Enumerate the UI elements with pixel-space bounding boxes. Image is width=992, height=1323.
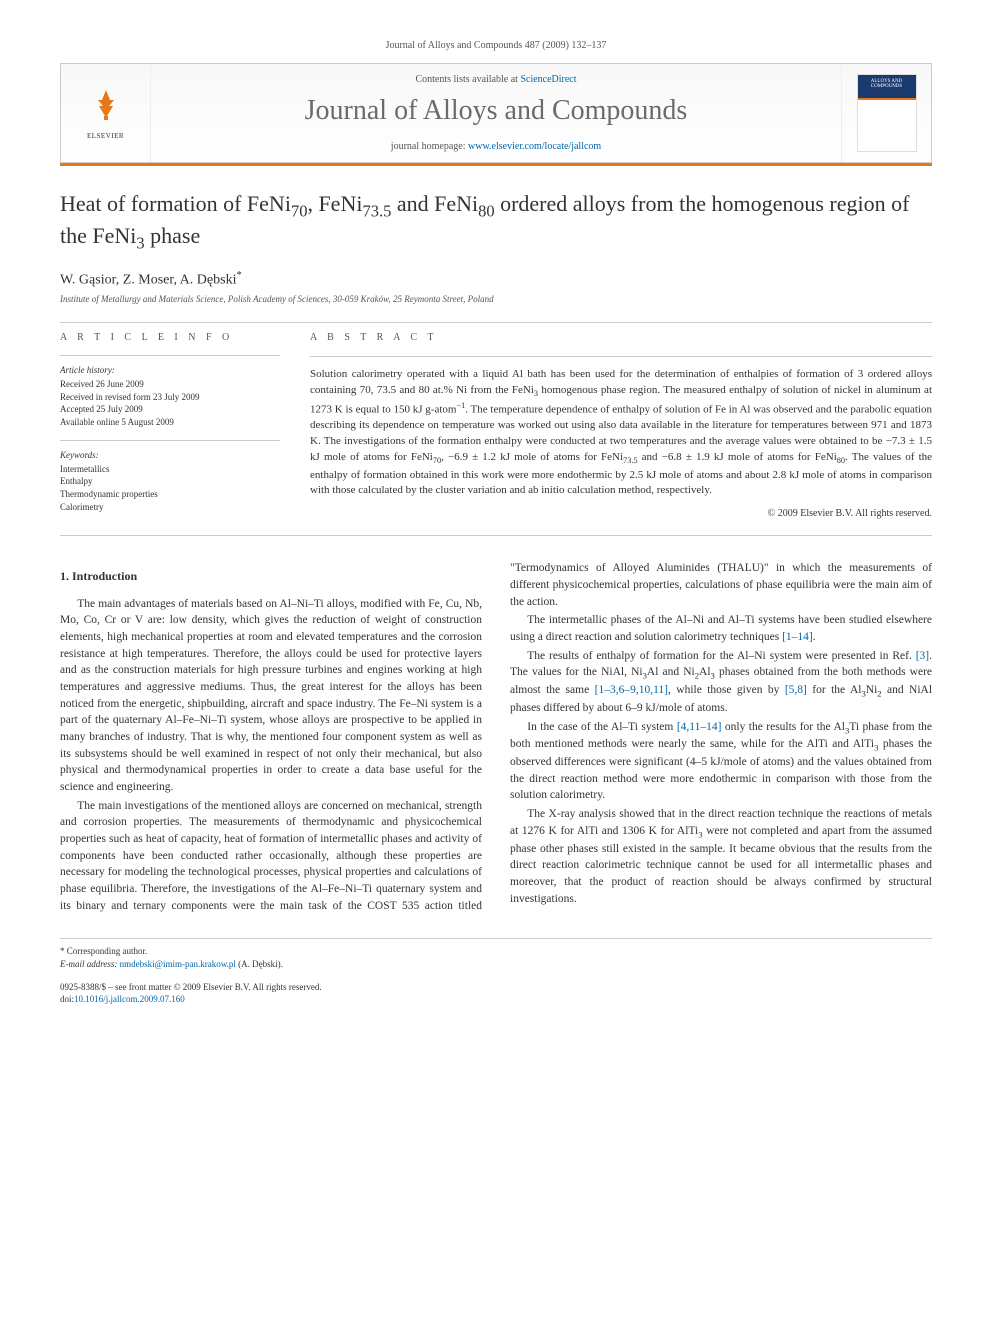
- journal-header: ELSEVIER Contents lists available at Sci…: [60, 63, 932, 163]
- keyword: Enthalpy: [60, 475, 280, 488]
- body-paragraph: The main advantages of materials based o…: [60, 596, 482, 796]
- body-paragraph: The intermetallic phases of the Al–Ni an…: [510, 612, 932, 645]
- email-label: E-mail address:: [60, 959, 120, 969]
- divider: [60, 355, 280, 356]
- article-title: Heat of formation of FeNi70, FeNi73.5 an…: [60, 190, 932, 254]
- history-line: Available online 5 August 2009: [60, 416, 280, 429]
- email-line: E-mail address: nmdebski@imim-pan.krakow…: [60, 958, 932, 971]
- issn-line: 0925-8388/$ – see front matter © 2009 El…: [60, 981, 932, 994]
- journal-cover-thumbnail: ALLOYS AND COMPOUNDS: [857, 74, 917, 152]
- keywords-block: Keywords: Intermetallics Enthalpy Thermo…: [60, 449, 280, 513]
- cover-thumb-box: ALLOYS AND COMPOUNDS: [841, 64, 931, 162]
- article-history-block: Article history: Received 26 June 2009 R…: [60, 364, 280, 428]
- doi-line: doi:10.1016/j.jallcom.2009.07.160: [60, 993, 932, 1006]
- history-line: Accepted 25 July 2009: [60, 403, 280, 416]
- keyword: Thermodynamic properties: [60, 488, 280, 501]
- keyword: Calorimetry: [60, 501, 280, 514]
- doi-label: doi:: [60, 994, 74, 1004]
- abstract-copyright: © 2009 Elsevier B.V. All rights reserved…: [310, 507, 932, 522]
- tree-icon: [88, 86, 124, 130]
- contents-available-line: Contents lists available at ScienceDirec…: [151, 74, 841, 85]
- abstract-heading: a b s t r a c t: [310, 331, 932, 346]
- body-text: 1. Introduction The main advantages of m…: [60, 560, 932, 914]
- journal-title: Journal of Alloys and Compounds: [151, 95, 841, 127]
- publisher-logo-box: ELSEVIER: [61, 64, 151, 162]
- divider: [60, 440, 280, 441]
- journal-homepage-link[interactable]: www.elsevier.com/locate/jallcom: [468, 141, 601, 152]
- page-footer: * Corresponding author. E-mail address: …: [60, 938, 932, 1005]
- abstract-text: Solution calorimetry operated with a liq…: [310, 367, 932, 500]
- history-line: Received 26 June 2009: [60, 378, 280, 391]
- author-list: W. Gąsior, Z. Moser, A. Dębski*: [60, 270, 932, 289]
- accent-bar: [60, 163, 932, 166]
- affiliation: Institute of Metallurgy and Materials Sc…: [60, 294, 932, 304]
- corresponding-email-link[interactable]: nmdebski@imim-pan.krakow.pl: [120, 959, 236, 969]
- journal-homepage-line: journal homepage: www.elsevier.com/locat…: [151, 141, 841, 152]
- body-paragraph: The X-ray analysis showed that in the di…: [510, 806, 932, 907]
- divider: [310, 356, 932, 357]
- running-citation: Journal of Alloys and Compounds 487 (200…: [60, 40, 932, 51]
- publisher-name: ELSEVIER: [87, 132, 124, 140]
- email-suffix: (A. Dębski).: [236, 959, 283, 969]
- corresponding-author-note: * Corresponding author.: [60, 945, 932, 958]
- abstract-column: a b s t r a c t Solution calorimetry ope…: [310, 331, 932, 525]
- history-label: Article history:: [60, 364, 280, 377]
- keywords-label: Keywords:: [60, 449, 280, 462]
- contents-prefix: Contents lists available at: [415, 74, 520, 85]
- sciencedirect-link[interactable]: ScienceDirect: [520, 74, 576, 85]
- article-info-column: a r t i c l e i n f o Article history: R…: [60, 331, 280, 525]
- article-info-heading: a r t i c l e i n f o: [60, 331, 280, 345]
- elsevier-logo: ELSEVIER: [76, 83, 136, 143]
- divider: [60, 322, 932, 323]
- doi-link[interactable]: 10.1016/j.jallcom.2009.07.160: [74, 994, 185, 1004]
- section-heading-introduction: 1. Introduction: [60, 568, 482, 585]
- keyword: Intermetallics: [60, 463, 280, 476]
- homepage-prefix: journal homepage:: [391, 141, 468, 152]
- body-paragraph: In the case of the Al–Ti system [4,11–14…: [510, 719, 932, 805]
- body-paragraph: The results of enthalpy of formation for…: [510, 648, 932, 717]
- history-line: Received in revised form 23 July 2009: [60, 391, 280, 404]
- divider: [60, 535, 932, 536]
